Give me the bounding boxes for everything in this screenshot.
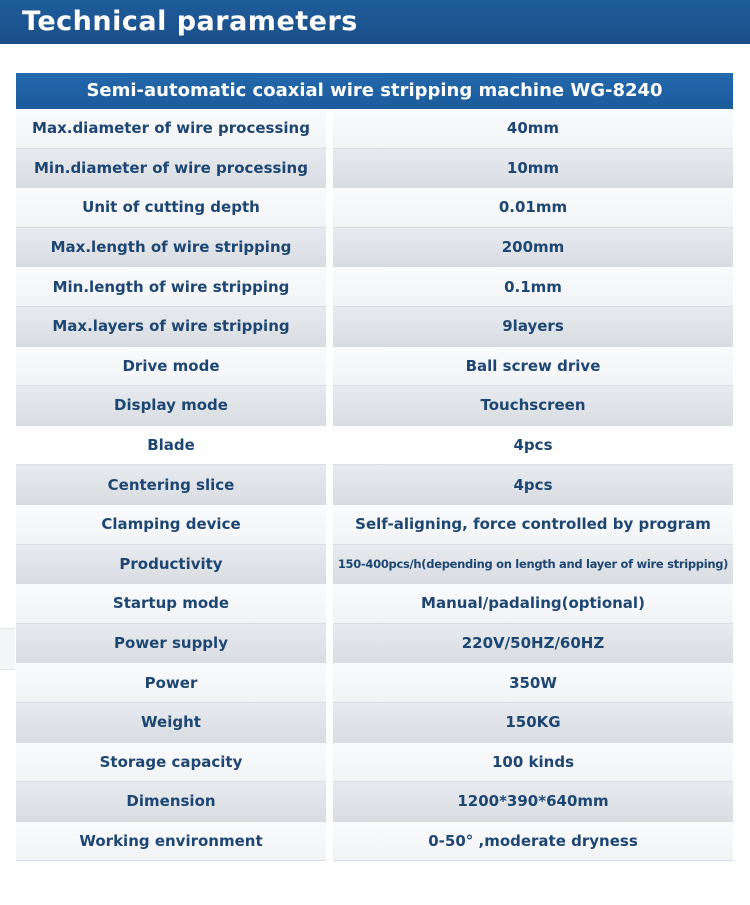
param-value: 220V/50HZ/60HZ bbox=[333, 623, 733, 664]
table-row: Min.length of wire stripping 0.1mm bbox=[16, 267, 733, 307]
param-label: Productivity bbox=[16, 544, 326, 585]
param-label: Drive mode bbox=[16, 346, 326, 387]
param-label: Max.layers of wire stripping bbox=[16, 306, 326, 347]
param-label: Min.diameter of wire processing bbox=[16, 148, 326, 189]
param-label: Storage capacity bbox=[16, 742, 326, 783]
table-row: Clamping device Self-aligning, force con… bbox=[16, 504, 733, 545]
table-row: Power 350W bbox=[16, 663, 733, 703]
param-label: Max.length of wire stripping bbox=[16, 227, 326, 268]
param-label: Centering slice bbox=[16, 465, 326, 505]
param-value: Self-aligning, force controlled by progr… bbox=[333, 504, 733, 545]
table-row: Min.diameter of wire processing 10mm bbox=[16, 148, 733, 189]
param-value: Touchscreen bbox=[333, 386, 733, 426]
table-row: Working environment 0-50° ,moderate dryn… bbox=[16, 821, 733, 862]
param-label: Unit of cutting depth bbox=[16, 188, 326, 228]
param-value: 40mm bbox=[333, 109, 733, 149]
param-label: Clamping device bbox=[16, 504, 326, 545]
param-value: 4pcs bbox=[333, 425, 733, 466]
param-label: Display mode bbox=[16, 386, 326, 426]
param-value: Ball screw drive bbox=[333, 346, 733, 387]
page-title: Technical parameters bbox=[22, 6, 358, 37]
table-row: Max.length of wire stripping 200mm bbox=[16, 227, 733, 268]
param-label: Power supply bbox=[16, 623, 326, 664]
param-value: 0-50° ,moderate dryness bbox=[333, 821, 733, 862]
table-row: Productivity 150-400pcs/h(depending on l… bbox=[16, 544, 733, 585]
param-value: 350W bbox=[333, 663, 733, 703]
param-label: Min.length of wire stripping bbox=[16, 267, 326, 307]
param-label: Blade bbox=[16, 425, 326, 466]
param-label: Max.diameter of wire processing bbox=[16, 109, 326, 149]
table-row: Unit of cutting depth 0.01mm bbox=[16, 188, 733, 228]
param-value: 200mm bbox=[333, 227, 733, 268]
table-row: Max.diameter of wire processing 40mm bbox=[16, 109, 733, 149]
param-value: 0.01mm bbox=[333, 188, 733, 228]
side-marker bbox=[0, 628, 15, 670]
param-label: Working environment bbox=[16, 821, 326, 862]
header-bar: Technical parameters bbox=[0, 0, 750, 44]
table-row: Storage capacity 100 kinds bbox=[16, 742, 733, 783]
param-value: 100 kinds bbox=[333, 742, 733, 783]
param-value: 4pcs bbox=[333, 465, 733, 505]
table-title: Semi-automatic coaxial wire stripping ma… bbox=[16, 73, 733, 109]
table-row: Drive mode Ball screw drive bbox=[16, 346, 733, 387]
param-value: 150-400pcs/h(depending on length and lay… bbox=[333, 544, 733, 585]
table-row: Max.layers of wire stripping 9layers bbox=[16, 306, 733, 347]
param-value: 150KG bbox=[333, 702, 733, 743]
table-row: Centering slice 4pcs bbox=[16, 465, 733, 505]
param-value: Manual/padaling(optional) bbox=[333, 584, 733, 624]
table-row: Power supply 220V/50HZ/60HZ bbox=[16, 623, 733, 664]
param-value: 9layers bbox=[333, 306, 733, 347]
table-row: Weight 150KG bbox=[16, 702, 733, 743]
table-row: Blade 4pcs bbox=[16, 425, 733, 466]
param-label: Power bbox=[16, 663, 326, 703]
param-value: 10mm bbox=[333, 148, 733, 189]
spec-table: Max.diameter of wire processing 40mm Min… bbox=[16, 109, 733, 862]
param-label: Startup mode bbox=[16, 584, 326, 624]
param-label: Weight bbox=[16, 702, 326, 743]
table-row: Dimension 1200*390*640mm bbox=[16, 782, 733, 822]
param-label: Dimension bbox=[16, 782, 326, 822]
param-value: 1200*390*640mm bbox=[333, 782, 733, 822]
param-value: 0.1mm bbox=[333, 267, 733, 307]
table-row: Startup mode Manual/padaling(optional) bbox=[16, 584, 733, 624]
table-row: Display mode Touchscreen bbox=[16, 386, 733, 426]
